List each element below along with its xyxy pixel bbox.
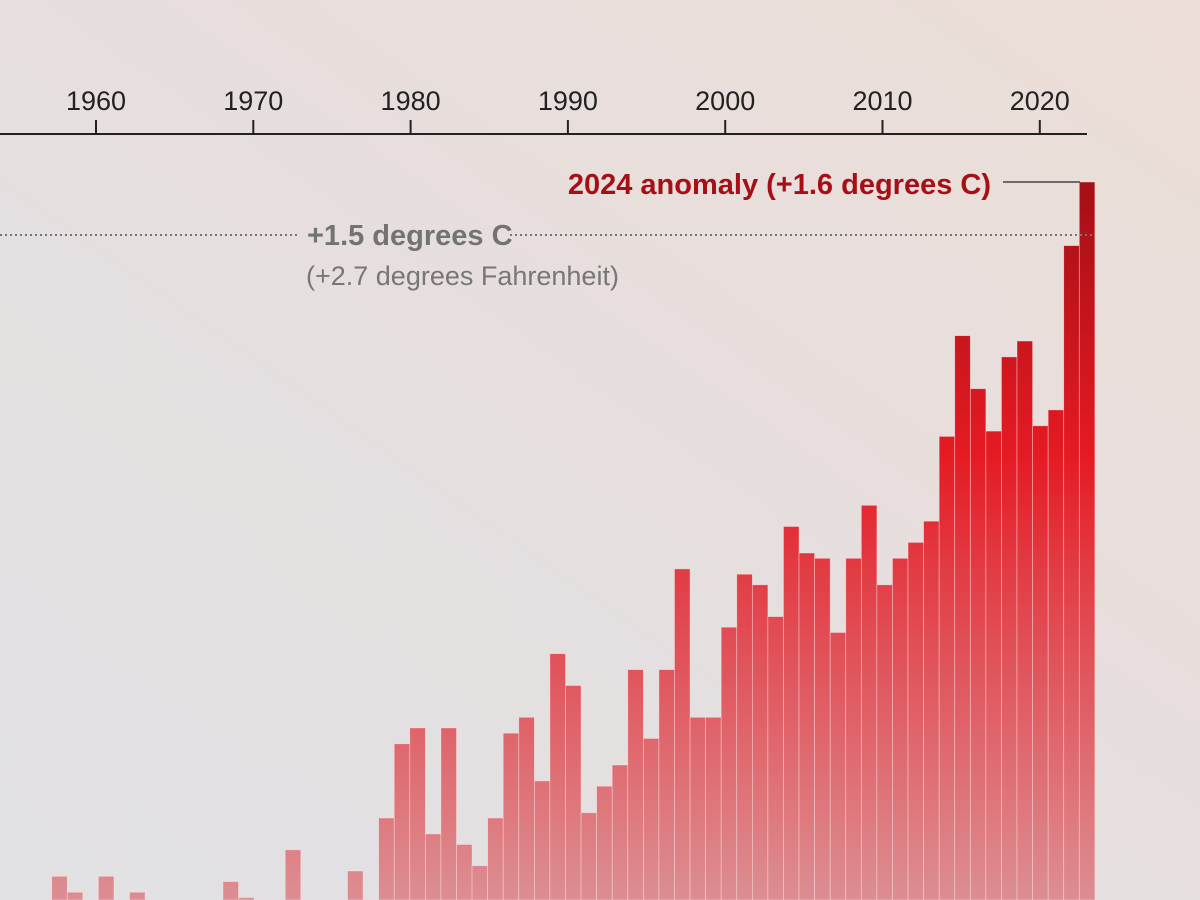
- tick-label-1970: 1970: [223, 86, 283, 116]
- bar-1995: [627, 669, 644, 900]
- bar-2000: [705, 716, 722, 900]
- tick-label-2020: 2020: [1010, 86, 1070, 116]
- bar-2015: [938, 436, 956, 900]
- bar-1991: [565, 685, 582, 900]
- bar-2017: [969, 388, 987, 900]
- bar-1996: [642, 738, 660, 900]
- bar-1987: [502, 732, 520, 900]
- tick-label-2000: 2000: [695, 86, 755, 116]
- bar-2012: [892, 557, 909, 900]
- bar-1988: [518, 716, 535, 900]
- reference-sublabel: (+2.7 degrees Fahrenheit): [306, 261, 619, 291]
- bar-1959: [66, 891, 84, 900]
- bar-1998: [674, 568, 691, 900]
- bar-2001: [720, 626, 738, 900]
- bar-1981: [409, 727, 426, 900]
- bar-2023: [1063, 245, 1080, 900]
- bar-2019: [1001, 356, 1018, 900]
- bar-1961: [98, 875, 115, 900]
- bar-2022: [1047, 409, 1065, 900]
- bar-1970: [238, 897, 255, 900]
- bar-2009: [845, 557, 862, 900]
- bar-2014: [923, 520, 940, 900]
- bar-1958: [51, 875, 68, 900]
- bar-2018: [985, 430, 1002, 900]
- bar-2004: [767, 616, 784, 900]
- bar-1985: [471, 865, 488, 900]
- bar-2021: [1032, 425, 1049, 900]
- bar-1997: [658, 669, 675, 900]
- bar-2002: [736, 573, 753, 900]
- bar-1973: [284, 849, 302, 900]
- reference-label: +1.5 degrees C: [307, 220, 513, 252]
- bar-1992: [580, 812, 597, 900]
- bar-2011: [876, 584, 893, 900]
- bar-1984: [456, 844, 473, 900]
- x-axis-ticks: 1960 1970 1980 1990 2000 2010 2020: [66, 86, 1070, 134]
- bars-group: [51, 181, 1096, 900]
- bar-2013: [907, 542, 924, 900]
- bar-1977: [347, 870, 364, 900]
- bar-1963: [129, 891, 146, 900]
- bar-1999: [689, 716, 706, 900]
- annotation-2024: 2024 anomaly (+1.6 degrees C): [568, 169, 991, 201]
- bar-1979: [378, 817, 395, 900]
- tick-label-1980: 1980: [381, 86, 441, 116]
- bar-2003: [751, 584, 769, 900]
- bar-1982: [425, 833, 442, 900]
- tick-label-1960: 1960: [66, 86, 126, 116]
- bar-2016: [954, 335, 971, 900]
- bar-2006: [798, 552, 815, 900]
- bar-1990: [549, 653, 566, 900]
- bar-1994: [611, 764, 629, 900]
- tick-label-2010: 2010: [852, 86, 912, 116]
- tick-label-1990: 1990: [538, 86, 598, 116]
- bar-2020: [1016, 340, 1033, 900]
- bar-1969: [222, 881, 239, 900]
- bar-1983: [440, 727, 457, 900]
- bar-2008: [829, 632, 847, 900]
- bar-1993: [596, 785, 613, 900]
- bar-2005: [783, 526, 800, 900]
- bar-1986: [487, 817, 504, 900]
- bar-2010: [860, 504, 878, 900]
- bar-2007: [814, 557, 831, 900]
- bar-1989: [533, 780, 551, 900]
- bar-2024: [1078, 181, 1096, 900]
- bar-1980: [393, 743, 411, 900]
